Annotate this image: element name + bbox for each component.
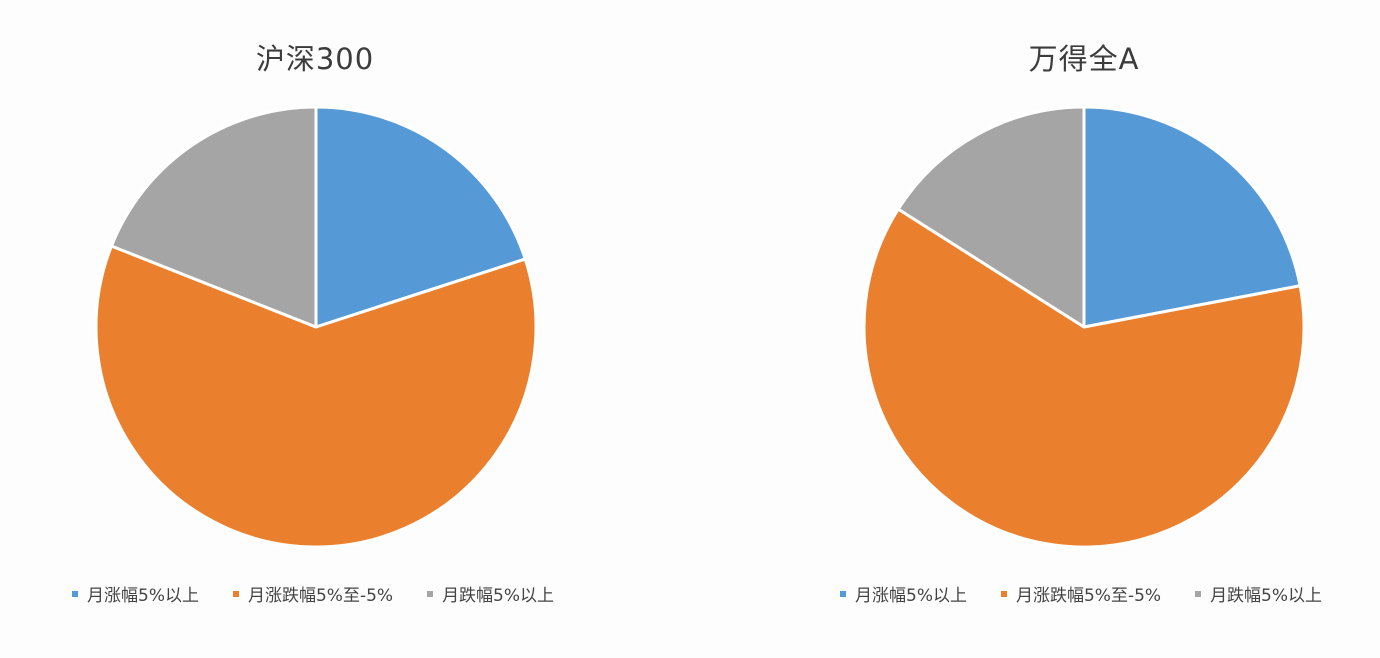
legend-item-down: 月跌幅5%以上 [427, 581, 554, 606]
legend-item-down: 月跌幅5%以上 [1195, 581, 1322, 606]
chart-panel-wind-a: 万得全A 月涨幅5%以上 月涨跌幅5%至-5% 月跌幅5%以上 [690, 0, 1380, 658]
chart-title: 万得全A [1028, 42, 1140, 76]
legend-label: 月涨跌幅5%至-5% [247, 586, 394, 606]
legend-label: 月跌幅5%以上 [442, 586, 555, 606]
legend-item-flat: 月涨跌幅5%至-5% [232, 581, 394, 606]
slice-up [314, 105, 527, 329]
pie-chart [94, 105, 538, 549]
legend-item-up: 月涨幅5%以上 [840, 581, 967, 606]
legend-item-up: 月涨幅5%以上 [72, 581, 199, 606]
legend-swatch-up [72, 590, 78, 597]
legend-label: 月涨跌幅5%至-5% [1015, 586, 1162, 606]
legend-label: 月涨幅5%以上 [87, 586, 199, 606]
slice-down [109, 105, 318, 329]
pie-chart [862, 105, 1306, 549]
legend-label: 月跌幅5%以上 [1210, 586, 1323, 606]
legend-swatch-down [427, 590, 434, 597]
legend-swatch-flat [232, 590, 239, 597]
chart-panel-hs300: 沪深300 月涨幅5%以上 月涨跌幅5%至-5% 月跌幅5%以上 [72, 42, 554, 606]
legend-swatch-up [840, 590, 846, 597]
legend-swatch-down [1195, 590, 1202, 597]
legend-swatch-flat [1000, 590, 1007, 597]
legend-item-flat: 月涨跌幅5%至-5% [1000, 581, 1162, 606]
slice-down [896, 105, 1086, 329]
legend: 月涨幅5%以上 月涨跌幅5%至-5% 月跌幅5%以上 [840, 581, 1322, 606]
legend: 月涨幅5%以上 月涨跌幅5%至-5% 月跌幅5%以上 [72, 581, 554, 606]
slice-up [1082, 105, 1302, 329]
slice-flat [94, 244, 538, 549]
chart-title: 沪深300 [255, 42, 375, 76]
slice-flat [862, 207, 1306, 549]
legend-label: 月涨幅5%以上 [855, 586, 967, 606]
